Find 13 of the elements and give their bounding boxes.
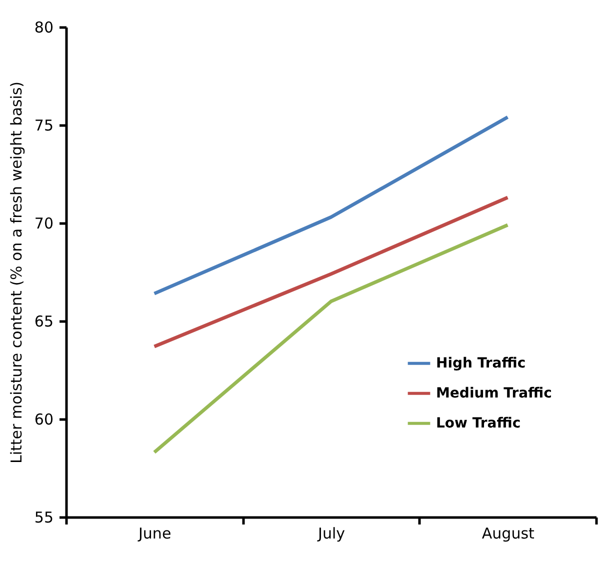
y-tick-label: 70 — [34, 214, 54, 232]
y-tick-label: 65 — [34, 312, 54, 330]
y-tick-label: 60 — [34, 410, 54, 428]
x-tick-label: July — [317, 524, 346, 542]
x-tick-label: August — [482, 524, 535, 542]
y-tick-label: 55 — [34, 508, 54, 526]
y-axis-title: Litter moisture content (% on a fresh weight basis) — [7, 81, 26, 464]
y-tick-label: 80 — [34, 18, 54, 36]
legend-label: Low Traffic — [436, 415, 521, 432]
legend-label: Medium Traffic — [436, 385, 552, 402]
x-tick-label: June — [137, 524, 172, 542]
y-tick-label: 75 — [34, 116, 54, 134]
legend-label: High Traffic — [436, 355, 526, 372]
